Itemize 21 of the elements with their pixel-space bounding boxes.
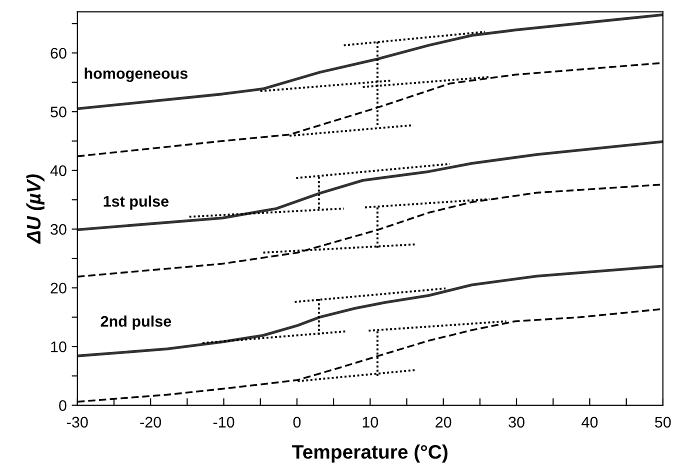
annotation: 1st pulse xyxy=(104,196,169,210)
x-tick-label: 50 xyxy=(655,416,671,428)
y-tick-label: 0 xyxy=(59,400,66,411)
y-tick-label: 30 xyxy=(50,224,66,235)
x-tick-label: 20 xyxy=(436,416,452,428)
annotation: 2nd pulse xyxy=(100,316,172,330)
y-tick-label: 40 xyxy=(50,165,66,176)
x-axis-title: Temperature (°C) xyxy=(292,444,448,463)
x-tick-label: -10 xyxy=(213,416,234,428)
x-tick-label: -30 xyxy=(67,416,88,428)
y-axis-title: ΔU (µV) xyxy=(26,174,44,244)
x-tick-label: 40 xyxy=(582,416,598,428)
y-tick-label: 20 xyxy=(50,282,66,294)
y-tick-label: 10 xyxy=(51,341,66,352)
y-tick-label: 50 xyxy=(50,106,66,118)
x-tick-label: 0 xyxy=(293,416,301,428)
annotation: homogeneous xyxy=(84,68,188,82)
y-tick-label: 60 xyxy=(50,48,66,59)
x-tick-label: 10 xyxy=(362,416,378,428)
x-tick-label: -20 xyxy=(140,416,162,428)
x-tick-label: 30 xyxy=(508,416,524,428)
